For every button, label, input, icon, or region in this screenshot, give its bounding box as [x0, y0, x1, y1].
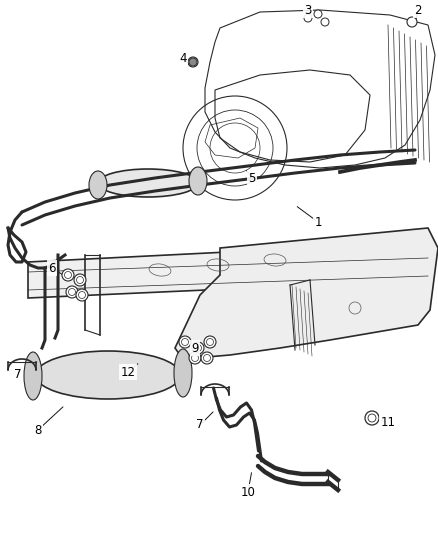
- Text: 6: 6: [48, 262, 56, 274]
- Circle shape: [314, 10, 322, 18]
- Circle shape: [407, 17, 417, 27]
- Text: 7: 7: [14, 368, 22, 382]
- Ellipse shape: [174, 349, 192, 397]
- Text: 9: 9: [191, 342, 199, 354]
- Text: 8: 8: [34, 424, 42, 437]
- Circle shape: [204, 336, 216, 348]
- Text: 12: 12: [120, 366, 135, 378]
- Circle shape: [74, 274, 86, 286]
- Circle shape: [66, 286, 78, 298]
- Text: 5: 5: [248, 172, 256, 184]
- Circle shape: [304, 14, 312, 22]
- Ellipse shape: [98, 169, 198, 197]
- Text: 4: 4: [179, 52, 187, 64]
- Circle shape: [189, 58, 197, 66]
- Circle shape: [179, 336, 191, 348]
- Text: 3: 3: [304, 4, 312, 17]
- Circle shape: [201, 352, 213, 364]
- Text: 7: 7: [196, 418, 204, 432]
- Text: 2: 2: [414, 4, 422, 17]
- Circle shape: [192, 342, 204, 354]
- Circle shape: [365, 411, 379, 425]
- Circle shape: [62, 269, 74, 281]
- Circle shape: [188, 57, 198, 67]
- Polygon shape: [28, 242, 435, 298]
- Ellipse shape: [89, 171, 107, 199]
- Ellipse shape: [24, 352, 42, 400]
- Polygon shape: [175, 228, 438, 358]
- Circle shape: [76, 289, 88, 301]
- Ellipse shape: [35, 351, 180, 399]
- Ellipse shape: [189, 167, 207, 195]
- Text: 10: 10: [240, 486, 255, 498]
- Circle shape: [321, 18, 329, 26]
- Text: 11: 11: [381, 416, 396, 429]
- Text: 1: 1: [314, 215, 322, 229]
- Circle shape: [189, 352, 201, 364]
